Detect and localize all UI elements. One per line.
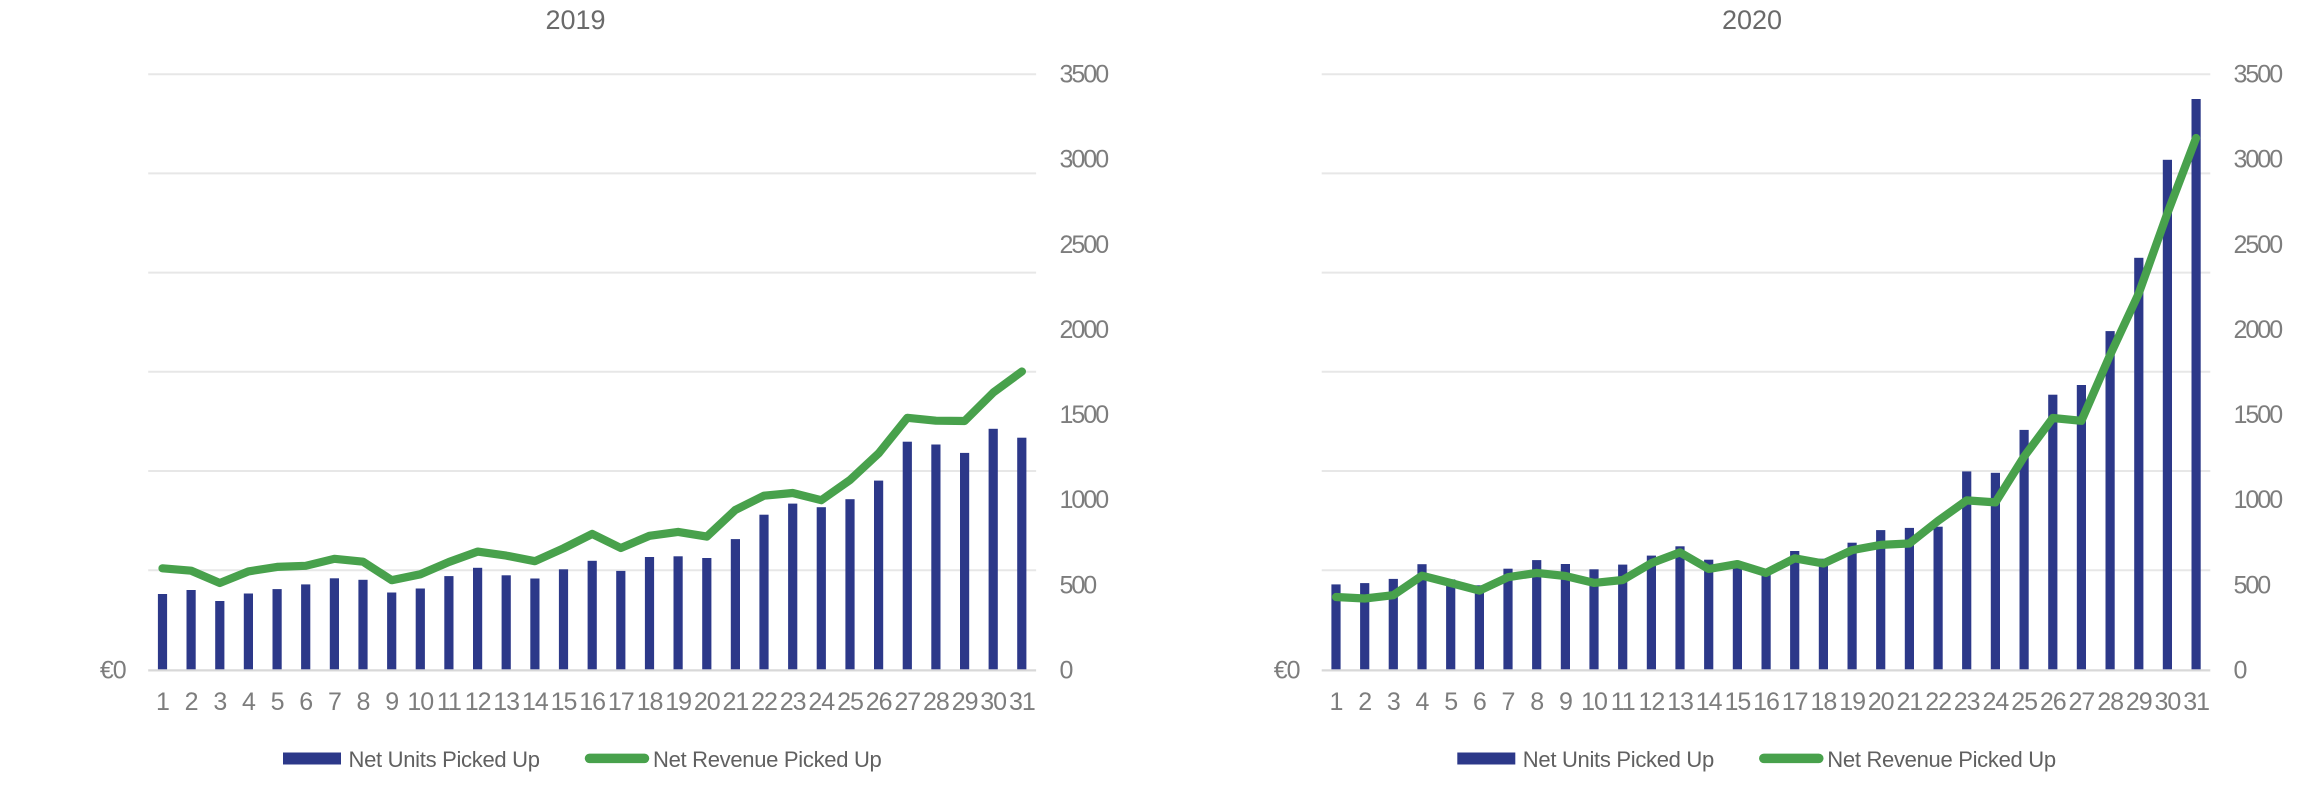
svg-text:Net Revenue Picked Up: Net Revenue Picked Up [653, 747, 882, 772]
svg-text:500: 500 [1060, 571, 1097, 599]
svg-text:10: 10 [407, 688, 433, 716]
svg-text:30: 30 [980, 688, 1006, 716]
svg-text:4: 4 [1416, 688, 1430, 716]
svg-text:1500: 1500 [2234, 401, 2283, 429]
svg-text:7: 7 [328, 688, 341, 716]
svg-text:31: 31 [1009, 688, 1035, 716]
svg-text:27: 27 [894, 688, 920, 716]
svg-text:Net Units Picked Up: Net Units Picked Up [349, 747, 540, 772]
svg-text:30: 30 [2154, 688, 2180, 716]
svg-text:13: 13 [1667, 688, 1693, 716]
svg-text:10: 10 [1581, 688, 1607, 716]
svg-text:1: 1 [156, 688, 169, 716]
svg-text:25: 25 [2011, 688, 2037, 716]
svg-text:5: 5 [1444, 688, 1457, 716]
svg-text:25: 25 [837, 688, 863, 716]
svg-text:31: 31 [2183, 688, 2209, 716]
svg-text:3000: 3000 [1060, 146, 1109, 174]
svg-text:500: 500 [2234, 571, 2271, 599]
svg-text:5: 5 [271, 688, 284, 716]
svg-text:22: 22 [751, 688, 777, 716]
svg-text:€0: €0 [100, 657, 126, 685]
svg-text:19: 19 [1839, 688, 1865, 716]
svg-text:6: 6 [299, 688, 312, 716]
svg-text:€0: €0 [1274, 657, 1300, 685]
svg-text:23: 23 [780, 688, 806, 716]
svg-text:18: 18 [637, 688, 663, 716]
svg-text:20: 20 [1868, 688, 1894, 716]
svg-text:22: 22 [1925, 688, 1951, 716]
svg-text:16: 16 [579, 688, 605, 716]
svg-text:8: 8 [1530, 688, 1543, 716]
svg-text:24: 24 [808, 688, 835, 716]
svg-text:2019: 2019 [545, 5, 605, 35]
svg-text:19: 19 [665, 688, 691, 716]
svg-text:21: 21 [1896, 688, 1922, 716]
svg-text:20: 20 [694, 688, 720, 716]
svg-text:12: 12 [465, 688, 491, 716]
svg-text:Net Units Picked Up: Net Units Picked Up [1523, 747, 1714, 772]
svg-text:2: 2 [185, 688, 198, 716]
svg-text:7: 7 [1502, 688, 1515, 716]
svg-text:21: 21 [722, 688, 748, 716]
svg-text:3000: 3000 [2234, 146, 2283, 174]
svg-text:1: 1 [1330, 688, 1343, 716]
svg-text:1500: 1500 [1060, 401, 1109, 429]
svg-text:15: 15 [1724, 688, 1750, 716]
svg-text:6: 6 [1473, 688, 1486, 716]
svg-text:12: 12 [1638, 688, 1664, 716]
svg-text:1000: 1000 [1060, 486, 1109, 514]
svg-text:24: 24 [1982, 688, 2009, 716]
svg-text:8: 8 [357, 688, 370, 716]
svg-text:9: 9 [385, 688, 398, 716]
svg-text:26: 26 [866, 688, 892, 716]
svg-text:27: 27 [2068, 688, 2094, 716]
svg-text:9: 9 [1559, 688, 1572, 716]
svg-text:28: 28 [2097, 688, 2123, 716]
svg-text:16: 16 [1753, 688, 1779, 716]
svg-text:2000: 2000 [2234, 316, 2283, 344]
svg-text:28: 28 [923, 688, 949, 716]
svg-text:3: 3 [1387, 688, 1400, 716]
svg-text:2500: 2500 [1060, 231, 1109, 259]
svg-text:1000: 1000 [2234, 486, 2283, 514]
svg-text:14: 14 [522, 688, 549, 716]
svg-text:17: 17 [1782, 688, 1808, 716]
svg-text:15: 15 [551, 688, 577, 716]
svg-text:2500: 2500 [2234, 231, 2283, 259]
svg-text:3: 3 [213, 688, 226, 716]
svg-text:2020: 2020 [1722, 5, 1782, 35]
svg-text:2000: 2000 [1060, 316, 1109, 344]
svg-text:Net Revenue Picked Up: Net Revenue Picked Up [1827, 747, 2056, 772]
svg-text:0: 0 [2234, 657, 2248, 685]
svg-text:18: 18 [1810, 688, 1836, 716]
svg-text:3500: 3500 [2234, 61, 2283, 89]
svg-text:3500: 3500 [1060, 61, 1109, 89]
svg-text:26: 26 [2040, 688, 2066, 716]
svg-text:2: 2 [1358, 688, 1371, 716]
svg-text:4: 4 [242, 688, 256, 716]
svg-text:29: 29 [952, 688, 978, 716]
svg-text:14: 14 [1696, 688, 1723, 716]
svg-text:11: 11 [1611, 688, 1635, 716]
svg-text:11: 11 [437, 688, 461, 716]
svg-text:29: 29 [2126, 688, 2152, 716]
svg-text:0: 0 [1060, 657, 1074, 685]
svg-text:17: 17 [608, 688, 634, 716]
svg-text:13: 13 [493, 688, 519, 716]
svg-text:23: 23 [1954, 688, 1980, 716]
